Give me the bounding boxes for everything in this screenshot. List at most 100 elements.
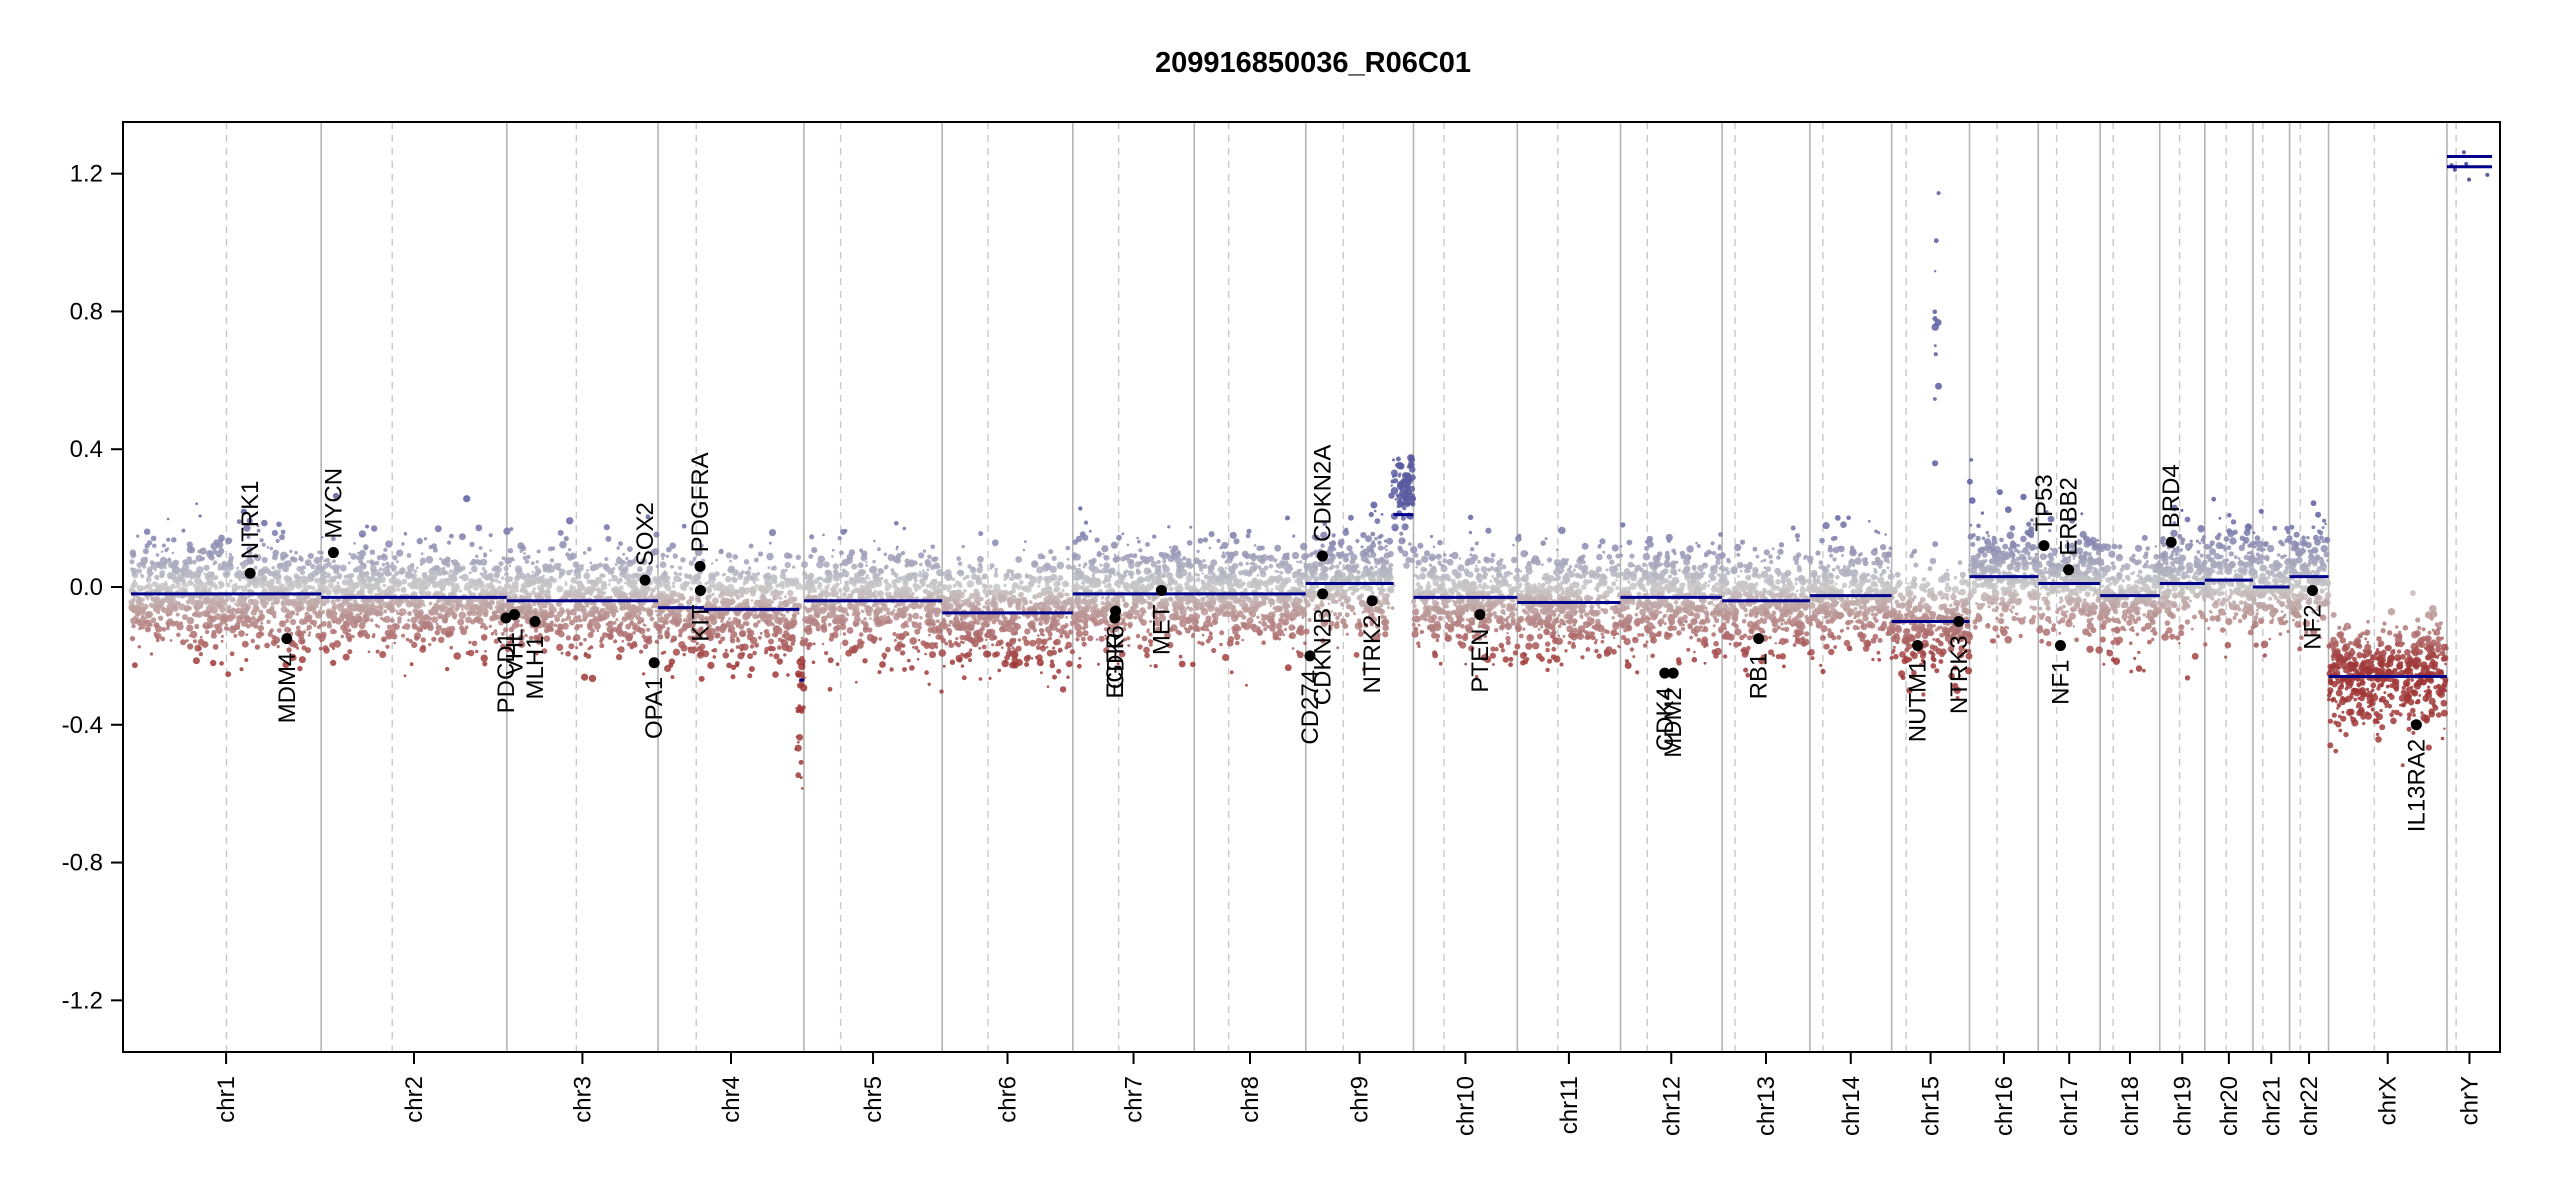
probe-point [374, 560, 380, 566]
probe-point [957, 657, 963, 663]
probe-point [730, 631, 738, 638]
probe-point [251, 616, 256, 620]
probe-point [1021, 586, 1026, 591]
probe-point [808, 624, 812, 628]
probe-point [1063, 600, 1067, 604]
probe-point [265, 568, 271, 574]
probe-point [261, 542, 266, 547]
probe-point [1186, 540, 1193, 546]
probe-point [468, 640, 472, 645]
probe-point [1168, 546, 1172, 549]
probe-point [1097, 569, 1101, 573]
probe-point [959, 640, 963, 644]
probe-point [1043, 587, 1048, 592]
probe-point [1103, 562, 1110, 570]
probe-point [1008, 577, 1013, 581]
probe-point [169, 639, 173, 642]
probe-point [1078, 572, 1086, 580]
probe-point [1161, 563, 1167, 569]
probe-point [962, 602, 967, 607]
probe-point [854, 572, 862, 580]
probe-point [623, 606, 627, 610]
probe-point [423, 622, 430, 629]
probe-point [677, 577, 683, 583]
probe-point [792, 596, 798, 602]
probe-point [504, 557, 512, 565]
probe-point [734, 661, 740, 666]
probe-point [801, 561, 808, 568]
probe-point [1088, 529, 1092, 533]
probe-point [790, 637, 796, 643]
probe-point [928, 642, 936, 650]
probe-point [875, 606, 882, 613]
probe-point [821, 642, 825, 646]
probe-point [322, 576, 326, 580]
probe-point [790, 582, 795, 587]
probe-point [879, 615, 885, 621]
probe-point [609, 601, 613, 606]
probe-point [340, 634, 344, 639]
probe-point [955, 637, 959, 641]
probe-point [1118, 584, 1121, 588]
probe-point [823, 561, 830, 568]
probe-point [407, 564, 415, 572]
probe-point [1082, 565, 1086, 569]
probe-point [1104, 596, 1110, 602]
probe-point [496, 565, 500, 569]
probe-point [672, 581, 676, 585]
probe-point [590, 566, 595, 572]
probe-point [1123, 611, 1130, 618]
probe-point [416, 537, 423, 545]
probe-point [408, 639, 413, 644]
probe-point [368, 583, 373, 588]
probe-point [976, 595, 980, 599]
probe-point [846, 627, 854, 634]
probe-point [297, 630, 303, 636]
probe-point [1040, 663, 1043, 666]
probe-point [931, 622, 936, 627]
probe-point [1186, 557, 1192, 564]
probe-point [840, 624, 847, 631]
probe-point [531, 570, 534, 573]
probe-point [503, 565, 509, 572]
probe-point [678, 641, 686, 649]
probe-point [912, 646, 915, 649]
probe-point [321, 566, 326, 571]
probe-point [600, 591, 606, 596]
probe-point [803, 573, 810, 580]
probe-point [302, 630, 307, 634]
probe-point [284, 608, 290, 614]
probe-point [199, 547, 207, 555]
probe-point [1041, 554, 1046, 560]
probe-point [241, 640, 249, 648]
probe-point [1082, 605, 1090, 613]
probe-point [136, 584, 144, 592]
probe-point [491, 614, 498, 621]
probe-point [1167, 525, 1171, 529]
probe-point [202, 597, 210, 605]
probe-point [622, 616, 625, 620]
probe-point [358, 629, 364, 634]
probe-point [714, 571, 720, 577]
probe-point [304, 611, 310, 617]
probe-point [452, 585, 458, 591]
probe-point [978, 677, 983, 681]
probe-point [175, 612, 180, 617]
probe-point [1018, 580, 1024, 585]
probe-point [974, 631, 980, 637]
probe-point [914, 589, 918, 592]
probe-point [243, 524, 251, 532]
probe-point [914, 628, 921, 635]
probe-point [178, 602, 182, 605]
probe-point [419, 628, 424, 632]
probe-point [238, 630, 245, 637]
probe-point [1152, 534, 1157, 539]
probe-point [1032, 594, 1038, 600]
probe-point [410, 593, 414, 596]
probe-point [343, 575, 348, 579]
probe-point [460, 565, 466, 571]
probe-point [176, 601, 179, 605]
probe-point [300, 558, 304, 562]
probe-point [161, 626, 167, 632]
probe-point [503, 527, 511, 535]
